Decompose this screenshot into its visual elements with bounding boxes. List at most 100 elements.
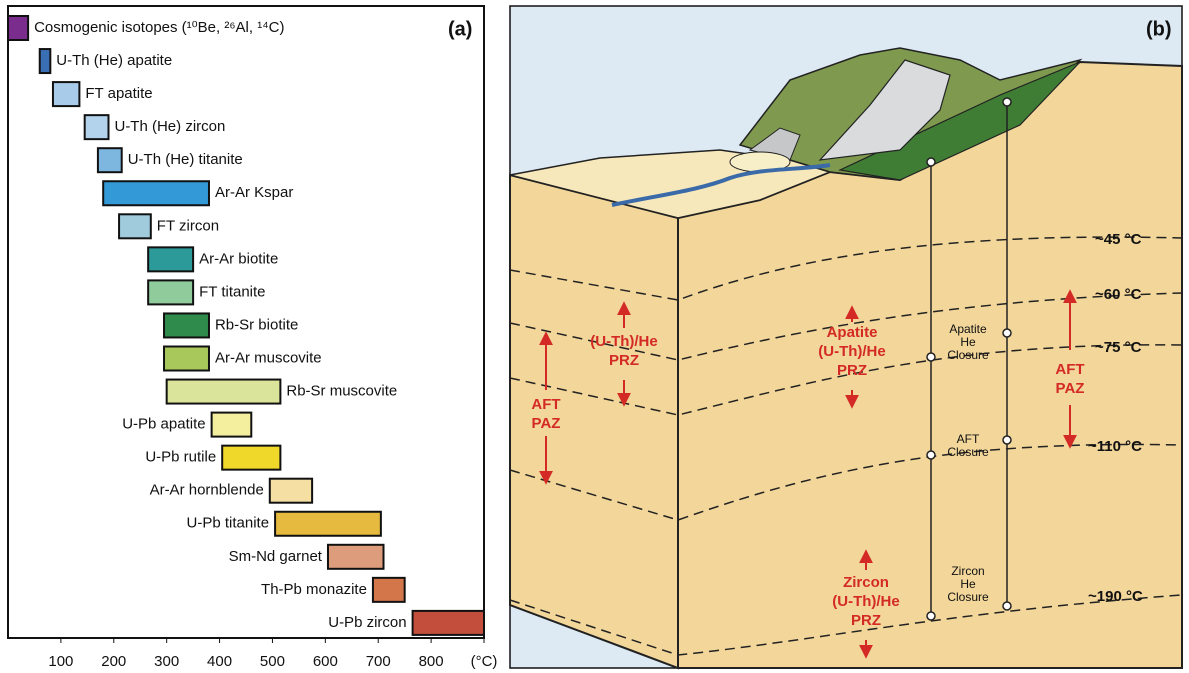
point	[1002, 328, 1012, 338]
bar-label: U-Th (He) titanite	[128, 151, 243, 168]
panel-label: (b)	[1146, 18, 1172, 40]
bar-label: Ar-Ar Kspar	[215, 184, 293, 201]
label-line: AFT	[1055, 361, 1084, 378]
x-tick-label: 500	[260, 653, 285, 670]
isotherm-label: ~110 °C	[1088, 438, 1142, 455]
range-bar	[96, 147, 123, 174]
isotherm-line	[509, 344, 1183, 416]
label-line: PRZ	[609, 352, 639, 369]
label-line: (U-Th)/He	[590, 333, 658, 350]
x-tick-label: 200	[101, 653, 126, 670]
label-line: He	[960, 335, 976, 349]
bar-label: FT zircon	[157, 217, 219, 234]
label-line: (U-Th)/He	[818, 343, 886, 360]
bar-label: U-Pb titanite	[187, 515, 270, 532]
multiline-labels: (U-Th)/He PRZ AFT PAZ Apatite (U-Th)/He PRZ AFT…	[531, 322, 1084, 629]
snow-face	[818, 59, 951, 161]
range-bar	[371, 576, 406, 603]
bar-label: U-Pb zircon	[328, 614, 406, 631]
label-line: PRZ	[837, 362, 867, 379]
bar-label: FT apatite	[85, 85, 152, 102]
range-bar	[326, 543, 385, 570]
point	[926, 450, 936, 460]
isotherm-line	[509, 594, 1183, 656]
bar-label: FT titanite	[199, 283, 265, 300]
zone-label: Apatite He Closure	[947, 322, 989, 362]
bar-label: Ar-Ar muscovite	[215, 349, 322, 366]
label-line: PAZ	[1056, 380, 1085, 397]
zone-label: AFT Closure	[947, 432, 989, 459]
isotherm-line	[509, 292, 1183, 361]
range-bar	[118, 213, 152, 240]
range-bar	[38, 48, 52, 75]
bar-label: U-Pb rutile	[145, 449, 216, 466]
label-line: AFT	[957, 432, 980, 446]
bar-label: Cosmogenic isotopes (¹⁰Be, ²⁶Al, ¹⁴C)	[34, 19, 284, 36]
point	[1002, 435, 1012, 445]
label-line: PRZ	[851, 612, 881, 629]
bar-label: Rb-Sr muscovite	[286, 383, 397, 400]
label-line: PAZ	[532, 415, 561, 432]
label-line: Apatite	[949, 322, 987, 336]
point	[926, 611, 936, 621]
zone-label: Zircon He Closure	[947, 564, 989, 604]
x-tick-label: 100	[48, 653, 73, 670]
zone-label: AFT PAZ	[531, 396, 560, 432]
range-bar	[274, 510, 382, 537]
closure-points	[926, 97, 1012, 621]
isotherm-label: ~190 °C	[1088, 588, 1143, 605]
zone-label: (U-Th)/He PRZ	[590, 333, 658, 369]
panel-b: (b) ~45 °C ~60 °C ~75 °C ~110 °C ~190 °C…	[509, 5, 1183, 670]
label-line: He	[960, 577, 976, 591]
range-bar	[102, 180, 210, 207]
bar-label: U-Th (He) zircon	[114, 118, 225, 135]
label-line: Apatite	[827, 324, 878, 341]
isotherms	[509, 236, 1183, 656]
label-line: (U-Th)/He	[832, 593, 900, 610]
range-bar	[163, 345, 210, 372]
label-line: Zircon	[951, 564, 984, 578]
range-bar	[221, 444, 282, 471]
range-bar	[147, 246, 195, 273]
bar-label: U-Th (He) apatite	[56, 52, 172, 69]
bar-label: U-Pb apatite	[122, 416, 205, 433]
label-line: Closure	[947, 348, 989, 362]
x-tick-label: 800	[419, 653, 444, 670]
range-bar	[165, 378, 282, 405]
zone-label: Zircon (U-Th)/He PRZ	[832, 574, 900, 629]
label-line: Zircon	[843, 574, 889, 591]
x-tick-label: 300	[154, 653, 179, 670]
label-line: Closure	[947, 445, 989, 459]
range-bar	[83, 114, 110, 141]
panel-label: (a)	[448, 18, 472, 40]
bar-label: Ar-Ar hornblende	[150, 482, 264, 499]
bar-label: Ar-Ar biotite	[199, 250, 278, 267]
x-tick-label: 600	[313, 653, 338, 670]
zone-label: Apatite (U-Th)/He PRZ	[818, 324, 886, 379]
range-bar	[268, 477, 314, 504]
isotherm-label: ~45 °C	[1095, 231, 1142, 248]
label-line: AFT	[531, 396, 560, 413]
range-bar	[51, 81, 81, 108]
x-tick-label: 700	[366, 653, 391, 670]
range-bar	[163, 312, 210, 339]
point	[1002, 97, 1012, 107]
point	[1002, 601, 1012, 611]
x-tick-label: (°C)	[471, 653, 498, 670]
range-bar	[7, 15, 30, 41]
isotherm-label: ~75 °C	[1095, 339, 1142, 356]
label-line: Closure	[947, 590, 989, 604]
river	[611, 163, 831, 207]
x-tick-label: 400	[207, 653, 232, 670]
bar-label: Th-Pb monazite	[261, 581, 367, 598]
point	[926, 157, 936, 167]
range-chart: 100 200 300 400 500 600 700 800 (°C) Cosmogenic i…	[7, 15, 498, 670]
range-bar	[411, 609, 486, 636]
range-bar	[147, 279, 195, 306]
bar-label: Rb-Sr biotite	[215, 316, 298, 333]
bar-label: Sm-Nd garnet	[229, 548, 323, 565]
isotherm-line	[509, 236, 1183, 301]
zone-arrows	[539, 289, 1077, 659]
isotherm-label: ~60 °C	[1095, 286, 1142, 303]
